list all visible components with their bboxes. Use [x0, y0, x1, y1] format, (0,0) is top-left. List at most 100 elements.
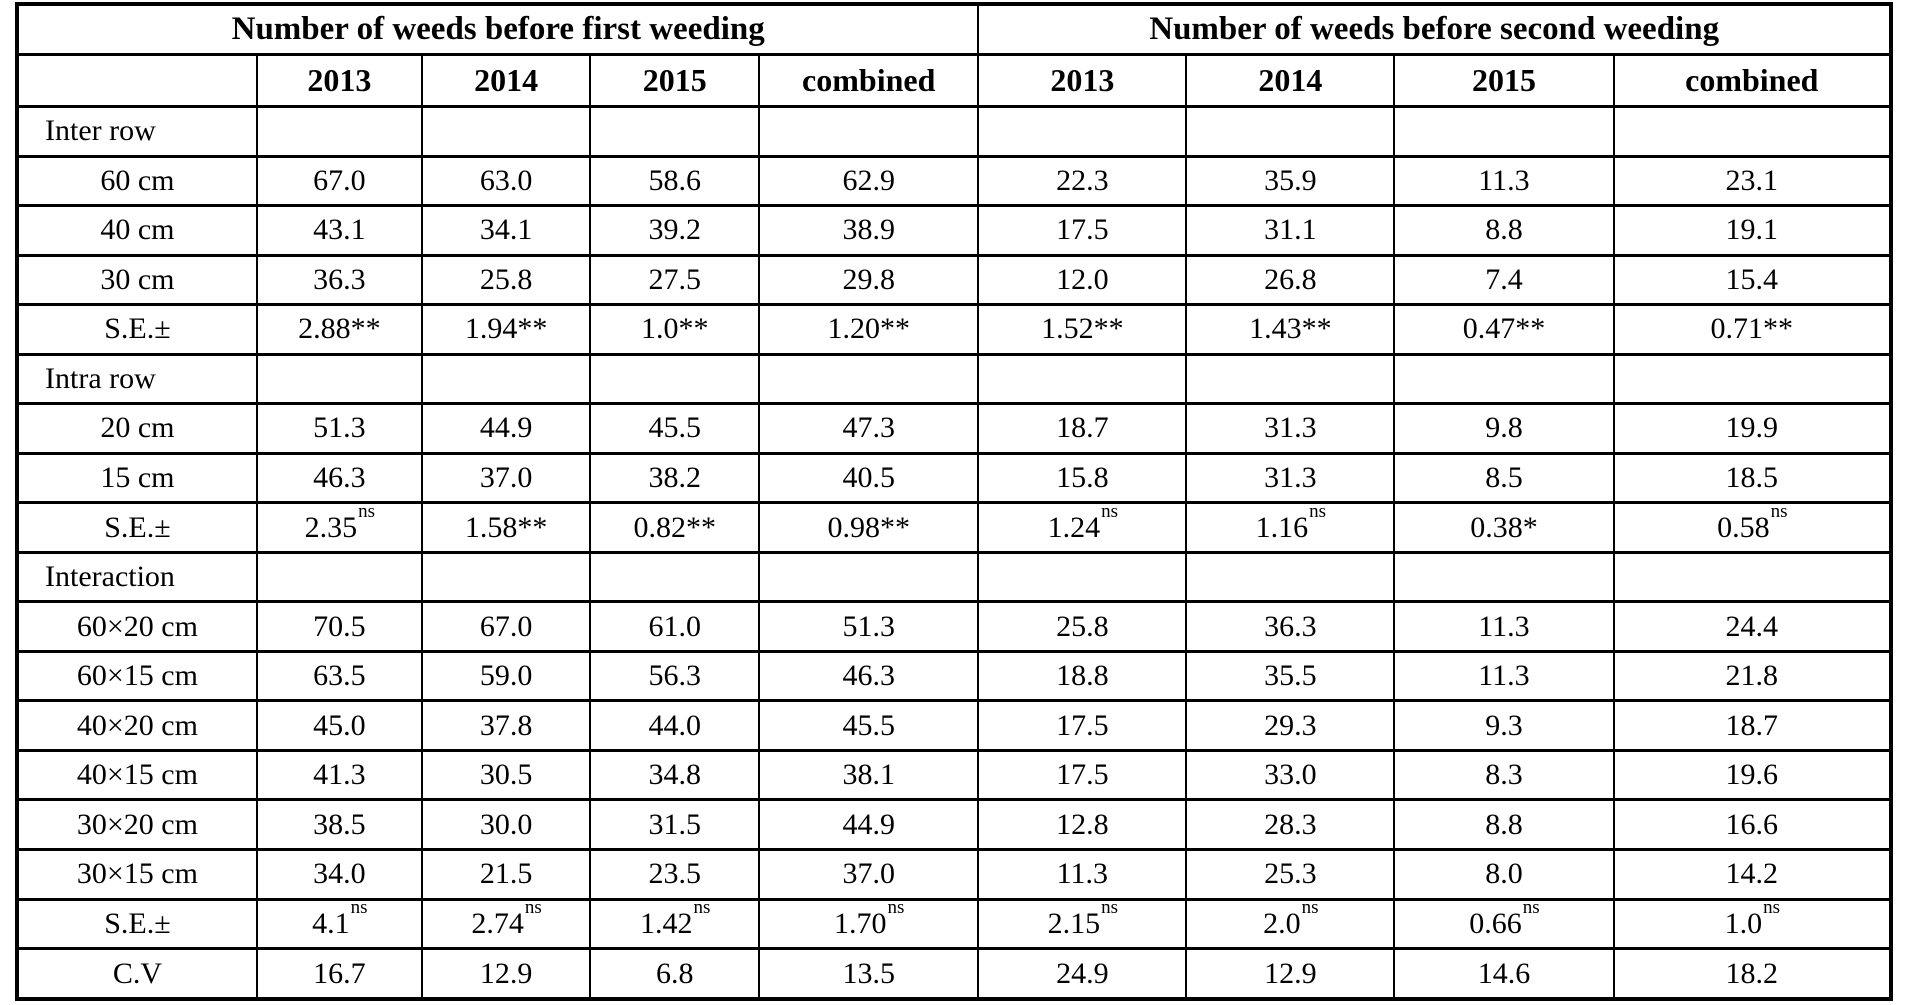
- data-cell: 9.3: [1393, 699, 1615, 752]
- table-row: 30×15 cm 34.0 21.5 23.5 37.0 11.3 25.3 8.0 14.2: [16, 847, 1893, 901]
- data-cell: 29.3: [1185, 699, 1396, 752]
- data-cell: 12.9: [420, 947, 592, 1001]
- data-cell: [758, 105, 980, 158]
- data-cell: 62.9: [758, 154, 980, 208]
- data-cell: 23.1: [1612, 154, 1893, 208]
- data-cell: 11.3: [977, 847, 1188, 901]
- data-cell: 1.43**: [1185, 303, 1396, 356]
- data-cell: [1185, 550, 1396, 604]
- data-cell: 1.20**: [758, 303, 980, 356]
- data-cell: 18.5: [1612, 451, 1893, 505]
- data-cell: [1185, 105, 1396, 158]
- section-label: Intra row: [16, 352, 258, 406]
- data-cell: 1.52**: [977, 303, 1188, 356]
- data-cell: 18.7: [1612, 699, 1893, 752]
- column-header: 2014: [1185, 53, 1396, 108]
- data-cell: [758, 352, 980, 406]
- data-cell: 30.0: [420, 798, 592, 851]
- data-cell: 44.9: [420, 402, 592, 455]
- data-cell: 2.0ns: [1185, 897, 1396, 951]
- data-cell: 23.5: [589, 847, 761, 901]
- data-cell: 24.9: [977, 947, 1188, 1001]
- data-cell: 17.5: [977, 699, 1188, 752]
- data-cell: 2.88**: [255, 303, 423, 356]
- data-cell: 45.5: [758, 699, 980, 752]
- table-row: Inter row: [16, 105, 1893, 158]
- column-header: 2015: [589, 53, 761, 108]
- data-cell: 12.8: [977, 798, 1188, 851]
- data-cell: 34.1: [420, 204, 592, 257]
- data-cell: 27.5: [589, 253, 761, 307]
- data-cell: 67.0: [255, 154, 423, 208]
- data-cell: 18.2: [1612, 947, 1893, 1001]
- row-label: 60×20 cm: [16, 600, 258, 653]
- data-cell: 1.42ns: [589, 897, 761, 951]
- data-cell: 0.82**: [589, 501, 761, 554]
- data-cell: 25.3: [1185, 847, 1396, 901]
- data-cell: 1.0**: [589, 303, 761, 356]
- data-cell: 51.3: [758, 600, 980, 653]
- data-cell: 35.9: [1185, 154, 1396, 208]
- data-cell: 31.3: [1185, 402, 1396, 455]
- group-header: Number of weeds before first weeding: [15, 2, 980, 56]
- data-cell: 1.58**: [420, 501, 592, 554]
- data-cell: 41.3: [255, 748, 423, 802]
- data-cell: [255, 352, 423, 406]
- data-cell: 34.0: [255, 847, 423, 901]
- row-label: C.V: [16, 947, 258, 1001]
- data-cell: 15.4: [1612, 253, 1893, 307]
- data-cell: 45.5: [589, 402, 761, 455]
- data-cell: 46.3: [255, 451, 423, 505]
- data-cell: 17.5: [977, 748, 1188, 802]
- section-label: Interaction: [16, 550, 258, 604]
- column-header-row: 2013 2014 2015 combined 2013 2014 2015 combined: [16, 53, 1893, 108]
- table-row: 30×20 cm 38.5 30.0 31.5 44.9 12.8 28.3 8.8 16.6: [16, 798, 1893, 851]
- data-cell: 2.15ns: [977, 897, 1188, 951]
- table-row: S.E.± 2.88** 1.94** 1.0** 1.20** 1.52** 1.43**…: [16, 303, 1893, 356]
- data-cell: 17.5: [977, 204, 1188, 257]
- data-cell: 0.71**: [1612, 303, 1893, 356]
- data-cell: 58.6: [589, 154, 761, 208]
- data-cell: 45.0: [255, 699, 423, 752]
- data-cell: 11.3: [1393, 600, 1615, 653]
- data-cell: 36.3: [1185, 600, 1396, 653]
- data-cell: 12.0: [977, 253, 1188, 307]
- data-cell: 63.0: [420, 154, 592, 208]
- data-cell: 38.2: [589, 451, 761, 505]
- data-cell: 8.5: [1393, 451, 1615, 505]
- table-row: 40×20 cm 45.0 37.8 44.0 45.5 17.5 29.3 9.3 18.7: [16, 699, 1893, 752]
- data-cell: 9.8: [1393, 402, 1615, 455]
- data-cell: 21.8: [1612, 649, 1893, 703]
- row-label: 60 cm: [16, 154, 258, 208]
- data-cell: 39.2: [589, 204, 761, 257]
- data-cell: 8.0: [1393, 847, 1615, 901]
- data-cell: [1612, 352, 1893, 406]
- data-cell: 28.3: [1185, 798, 1396, 851]
- data-cell: [1612, 105, 1893, 158]
- row-label: 30 cm: [16, 253, 258, 307]
- data-cell: 7.4: [1393, 253, 1615, 307]
- data-cell: 47.3: [758, 402, 980, 455]
- row-label: 60×15 cm: [16, 649, 258, 703]
- data-cell: [1393, 105, 1615, 158]
- row-label: 40 cm: [16, 204, 258, 257]
- column-header: combined: [1612, 53, 1893, 108]
- data-cell: 1.94**: [420, 303, 592, 356]
- data-cell: [1185, 352, 1396, 406]
- data-cell: [977, 550, 1188, 604]
- data-cell: 8.8: [1393, 798, 1615, 851]
- data-cell: 24.4: [1612, 600, 1893, 653]
- data-cell: 22.3: [977, 154, 1188, 208]
- data-cell: 19.1: [1612, 204, 1893, 257]
- data-cell: [255, 105, 423, 158]
- data-cell: 44.0: [589, 699, 761, 752]
- table-row: S.E.± 4.1ns 2.74ns 1.42ns 1.70ns 2.15ns 2.0ns 0…: [16, 897, 1893, 951]
- data-cell: 2.74ns: [420, 897, 592, 951]
- data-cell: 43.1: [255, 204, 423, 257]
- data-cell: 51.3: [255, 402, 423, 455]
- data-cell: 38.9: [758, 204, 980, 257]
- row-label: 40×20 cm: [16, 699, 258, 752]
- data-cell: 37.8: [420, 699, 592, 752]
- data-cell: 61.0: [589, 600, 761, 653]
- data-cell: 44.9: [758, 798, 980, 851]
